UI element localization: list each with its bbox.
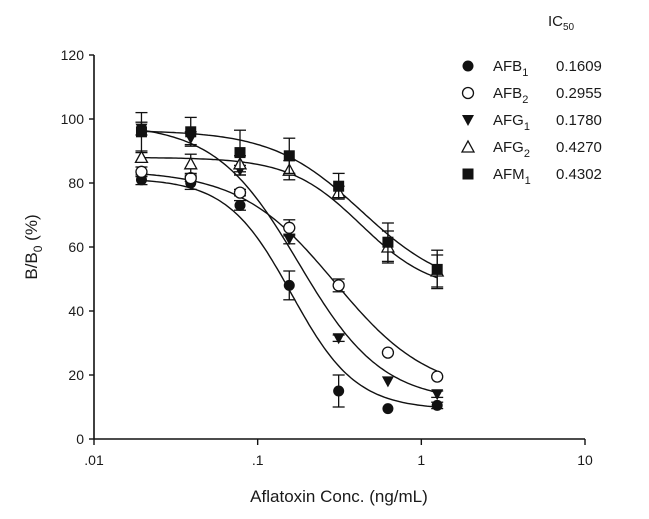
y-tick-label: 40 [68, 303, 84, 319]
data-point [333, 180, 345, 192]
x-tick-label: .1 [252, 452, 264, 468]
data-point [234, 199, 246, 211]
legend-label: AFB1 [493, 58, 528, 79]
y-tick-label: 80 [68, 175, 84, 191]
data-point [431, 370, 444, 383]
data-point [234, 147, 246, 159]
legend-ic50-value: 0.1780 [556, 112, 602, 129]
legend-label-sub: 2 [524, 148, 530, 160]
legend-label-main: AFM [493, 166, 525, 183]
y-axis-label-sub: 0 [31, 245, 45, 252]
legend-label-sub: 1 [524, 121, 530, 133]
legend-label-main: AFG [493, 112, 524, 129]
legend-item-afm1: AFM1 0.4302 [462, 166, 602, 187]
data-point [283, 279, 295, 291]
data-point [283, 221, 296, 234]
legend-label-main: AFG [493, 139, 524, 156]
data-point [183, 156, 198, 170]
legend-label-sub: 1 [525, 175, 531, 187]
data-point [431, 263, 443, 275]
y-axis-label-tail: (%) [22, 214, 41, 245]
legend-label-main: AFB [493, 85, 522, 102]
data-point [135, 126, 147, 138]
y-tick-label: 120 [61, 47, 85, 63]
data-point [332, 333, 345, 345]
y-tick-label: 0 [76, 431, 84, 447]
y-axis-label-main: B/B [22, 252, 41, 279]
data-point [381, 376, 394, 388]
legend-ic50-value: 0.4270 [556, 139, 602, 156]
data-point [185, 126, 197, 138]
data-point [431, 389, 444, 401]
legend-marker-icon [460, 139, 476, 153]
data-point [382, 403, 394, 415]
x-axis-label: Aflatoxin Conc. (ng/mL) [250, 487, 428, 506]
data-point [332, 279, 345, 292]
legend-label: AFB2 [493, 85, 528, 106]
data-point [381, 346, 395, 359]
legend-marker-icon [461, 86, 475, 100]
legend-item-afg2: AFG2 0.4270 [460, 139, 602, 160]
legend-label: AFM1 [493, 166, 531, 187]
legend-ic50-value: 0.2955 [556, 85, 602, 102]
legend-label: AFG1 [493, 112, 530, 133]
data-point [135, 165, 148, 178]
legend-label-sub: 2 [522, 94, 528, 106]
legend-item-afb2: AFB2 0.2955 [461, 85, 602, 106]
legend-header: IC50 [548, 13, 575, 33]
y-tick-label: 60 [68, 239, 84, 255]
legend-marker-icon [462, 115, 474, 126]
data-point [283, 234, 296, 245]
data-points [134, 111, 445, 415]
series-afb2 [135, 165, 444, 383]
x-tick-label: 10 [577, 452, 593, 468]
legend-item-afg1: AFG1 0.1780 [462, 112, 602, 133]
series-afm1 [135, 111, 444, 290]
y-tick-label: 100 [61, 111, 85, 127]
legend-marker-icon [462, 60, 474, 72]
legend-ic50-value: 0.1609 [556, 58, 602, 75]
legend-header-sub: 50 [563, 22, 575, 33]
legend-marker-icon [462, 168, 474, 180]
legend-header-main: IC [548, 13, 563, 30]
legend-label: AFG2 [493, 139, 530, 160]
data-point [283, 150, 295, 162]
y-axis-label: B/B0 (%) [22, 214, 45, 279]
data-point [233, 186, 247, 199]
y-tick-label: 20 [68, 367, 84, 383]
data-point [333, 385, 345, 397]
legend-item-afb1: AFB1 0.1609 [462, 58, 602, 79]
x-tick-label: .01 [84, 452, 104, 468]
x-tick-label: 1 [417, 452, 425, 468]
legend-label-main: AFB [493, 58, 522, 75]
data-point [184, 172, 197, 185]
data-point [431, 399, 443, 411]
legend-ic50-value: 0.4302 [556, 166, 602, 183]
legend-label-sub: 1 [522, 67, 528, 79]
data-point [134, 150, 149, 164]
data-point [382, 236, 394, 248]
